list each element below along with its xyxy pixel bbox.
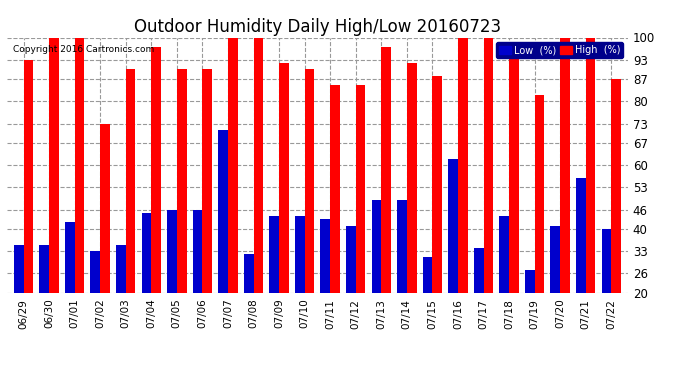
Bar (279, 63, 289, 292)
Bar (193, 210, 202, 292)
Bar (525, 270, 535, 292)
Bar (100, 124, 110, 292)
Bar (218, 130, 228, 292)
Bar (458, 38, 468, 292)
Bar (407, 63, 417, 292)
Bar (202, 69, 212, 292)
Bar (602, 229, 611, 292)
Bar (39, 245, 49, 292)
Bar (586, 38, 595, 292)
Bar (167, 210, 177, 292)
Bar (611, 79, 621, 292)
Bar (141, 213, 151, 292)
Bar (560, 38, 570, 292)
Bar (576, 178, 586, 292)
Bar (509, 47, 519, 292)
Bar (177, 69, 186, 292)
Bar (253, 38, 263, 292)
Bar (126, 69, 135, 292)
Bar (423, 258, 433, 292)
Bar (49, 38, 59, 292)
Bar (474, 248, 484, 292)
Bar (356, 86, 366, 292)
Bar (500, 216, 509, 292)
Bar (14, 245, 23, 292)
Bar (23, 60, 33, 292)
Bar (295, 216, 304, 292)
Bar (484, 38, 493, 292)
Bar (551, 226, 560, 292)
Bar (346, 226, 356, 292)
Bar (116, 245, 126, 292)
Legend: Low  (%), High  (%): Low (%), High (%) (496, 42, 623, 58)
Title: Outdoor Humidity Daily High/Low 20160723: Outdoor Humidity Daily High/Low 20160723 (134, 18, 501, 36)
Bar (372, 200, 382, 292)
Bar (65, 222, 75, 292)
Bar (304, 69, 315, 292)
Bar (331, 86, 340, 292)
Bar (244, 254, 253, 292)
Bar (75, 38, 84, 292)
Bar (448, 159, 458, 292)
Bar (382, 47, 391, 292)
Bar (535, 95, 544, 292)
Bar (228, 38, 237, 292)
Bar (433, 76, 442, 292)
Bar (269, 216, 279, 292)
Bar (90, 251, 100, 292)
Bar (397, 200, 407, 292)
Text: Copyright 2016 Cartronics.com: Copyright 2016 Cartronics.com (13, 45, 155, 54)
Bar (151, 47, 161, 292)
Bar (320, 219, 331, 292)
